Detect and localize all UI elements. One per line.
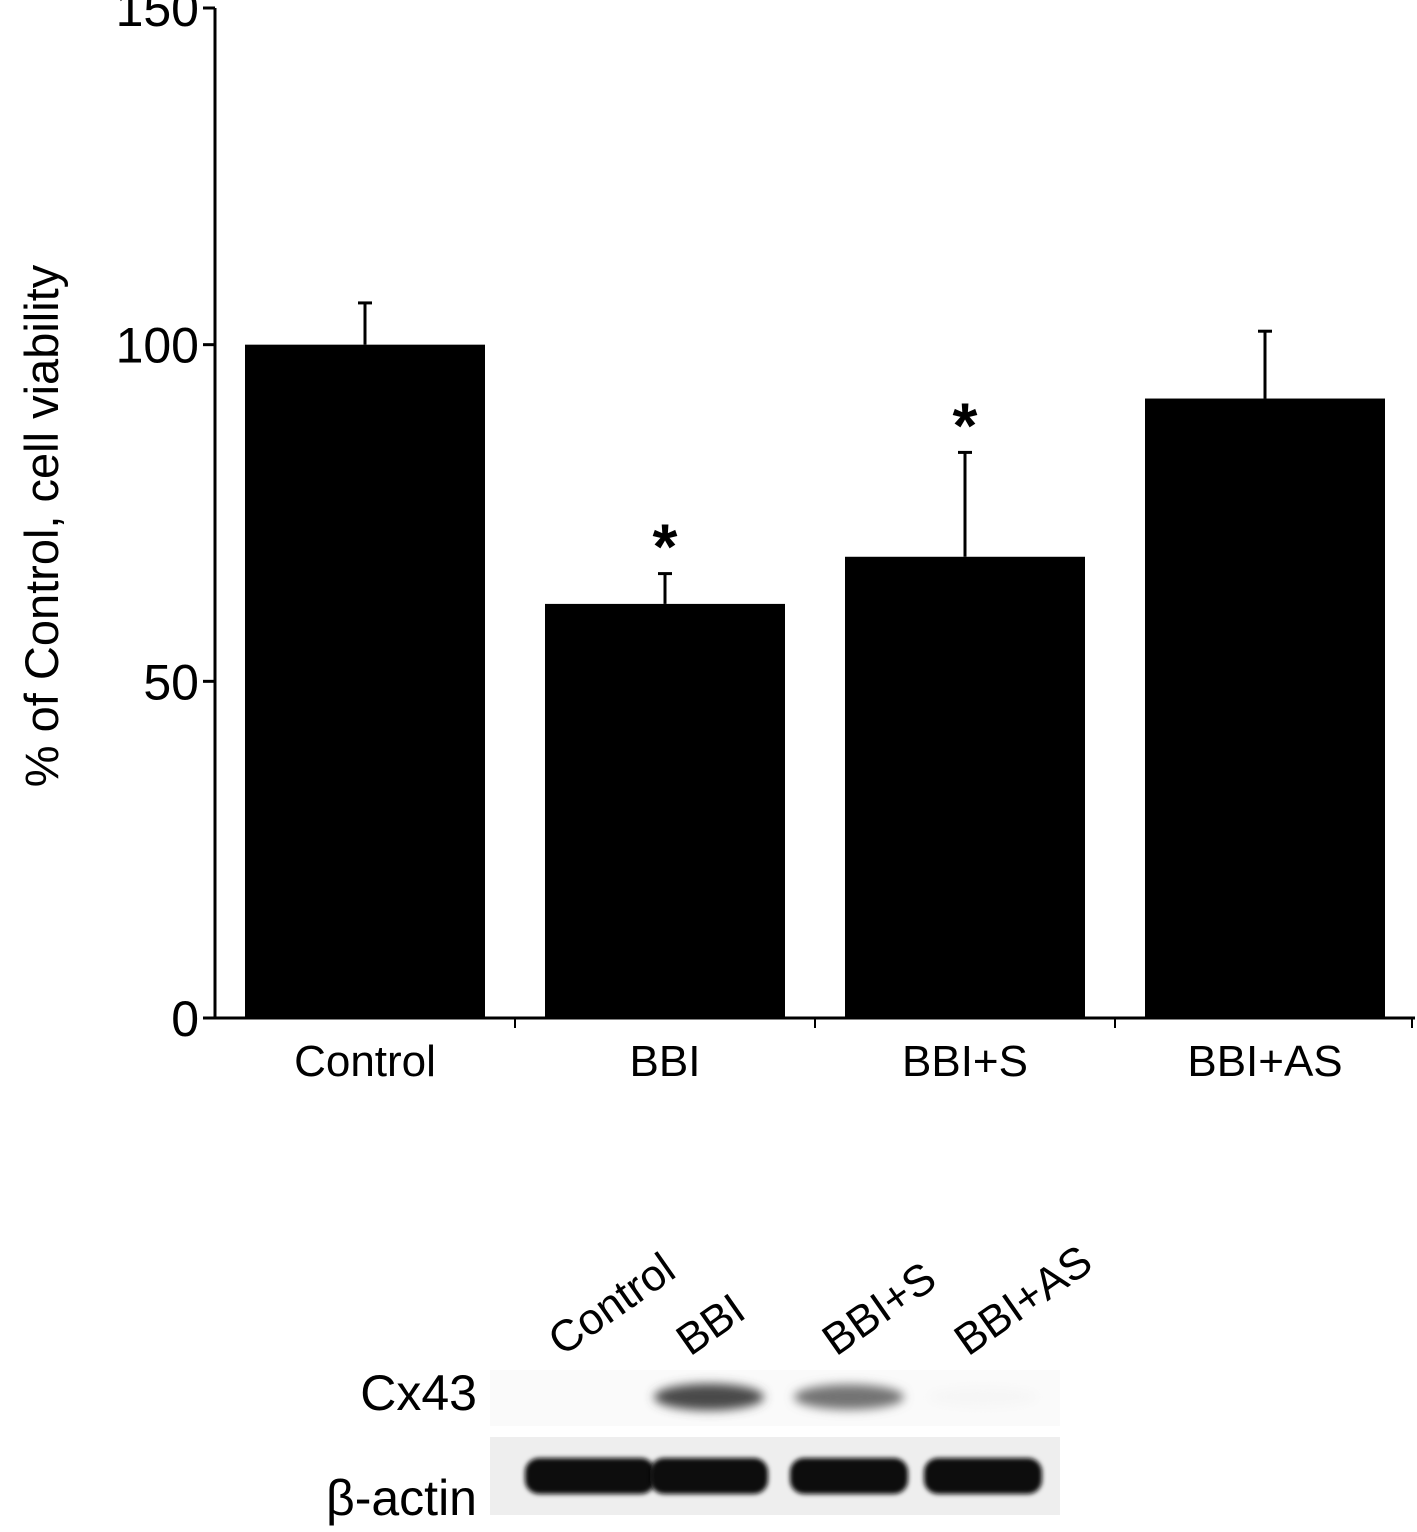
lane-label: BBI [668,1284,754,1365]
y-axis-title: % of Control, cell viability [15,264,68,787]
y-tick-label: 100 [116,318,199,374]
cx43-band [654,1383,764,1411]
lane-label: BBI+S [814,1253,945,1365]
beta-actin-band [790,1458,908,1494]
blot-bands [525,1383,1042,1494]
lane-label: BBI+AS [946,1236,1101,1365]
significance-asterisk: * [953,389,978,461]
row-label-cx43: Cx43 [360,1365,477,1421]
x-axis [215,1016,1415,1028]
y-tick-label: 50 [143,654,199,710]
x-tick-label: BBI [630,1037,701,1086]
y-axis: 0 50 100 150 [116,0,217,1047]
bar-chart: 0 50 100 150 % of Control, cell viability *… [15,0,1415,1086]
y-tick-label: 0 [171,991,199,1047]
x-tick-label: BBI+AS [1187,1037,1342,1086]
bar-bbi-s [845,556,1085,1018]
cx43-band [928,1386,1038,1408]
beta-actin-band [650,1458,768,1494]
beta-actin-band [924,1458,1042,1494]
y-tick-label: 150 [116,0,199,37]
bar-bbi [545,603,785,1018]
x-tick-label: BBI+S [902,1037,1028,1086]
row-label-beta-actin: β-actin [326,1470,477,1526]
significance-asterisk: * [653,511,678,583]
x-tick-labels: Control BBI BBI+S BBI+AS [294,1037,1343,1086]
lane-label: Control [540,1244,684,1365]
beta-actin-band [525,1458,655,1494]
bars: ** [245,301,1385,1019]
bar-control [245,344,485,1019]
x-tick-label: Control [294,1037,436,1086]
cx43-band [794,1384,904,1410]
bar-bbi-as [1145,398,1385,1018]
